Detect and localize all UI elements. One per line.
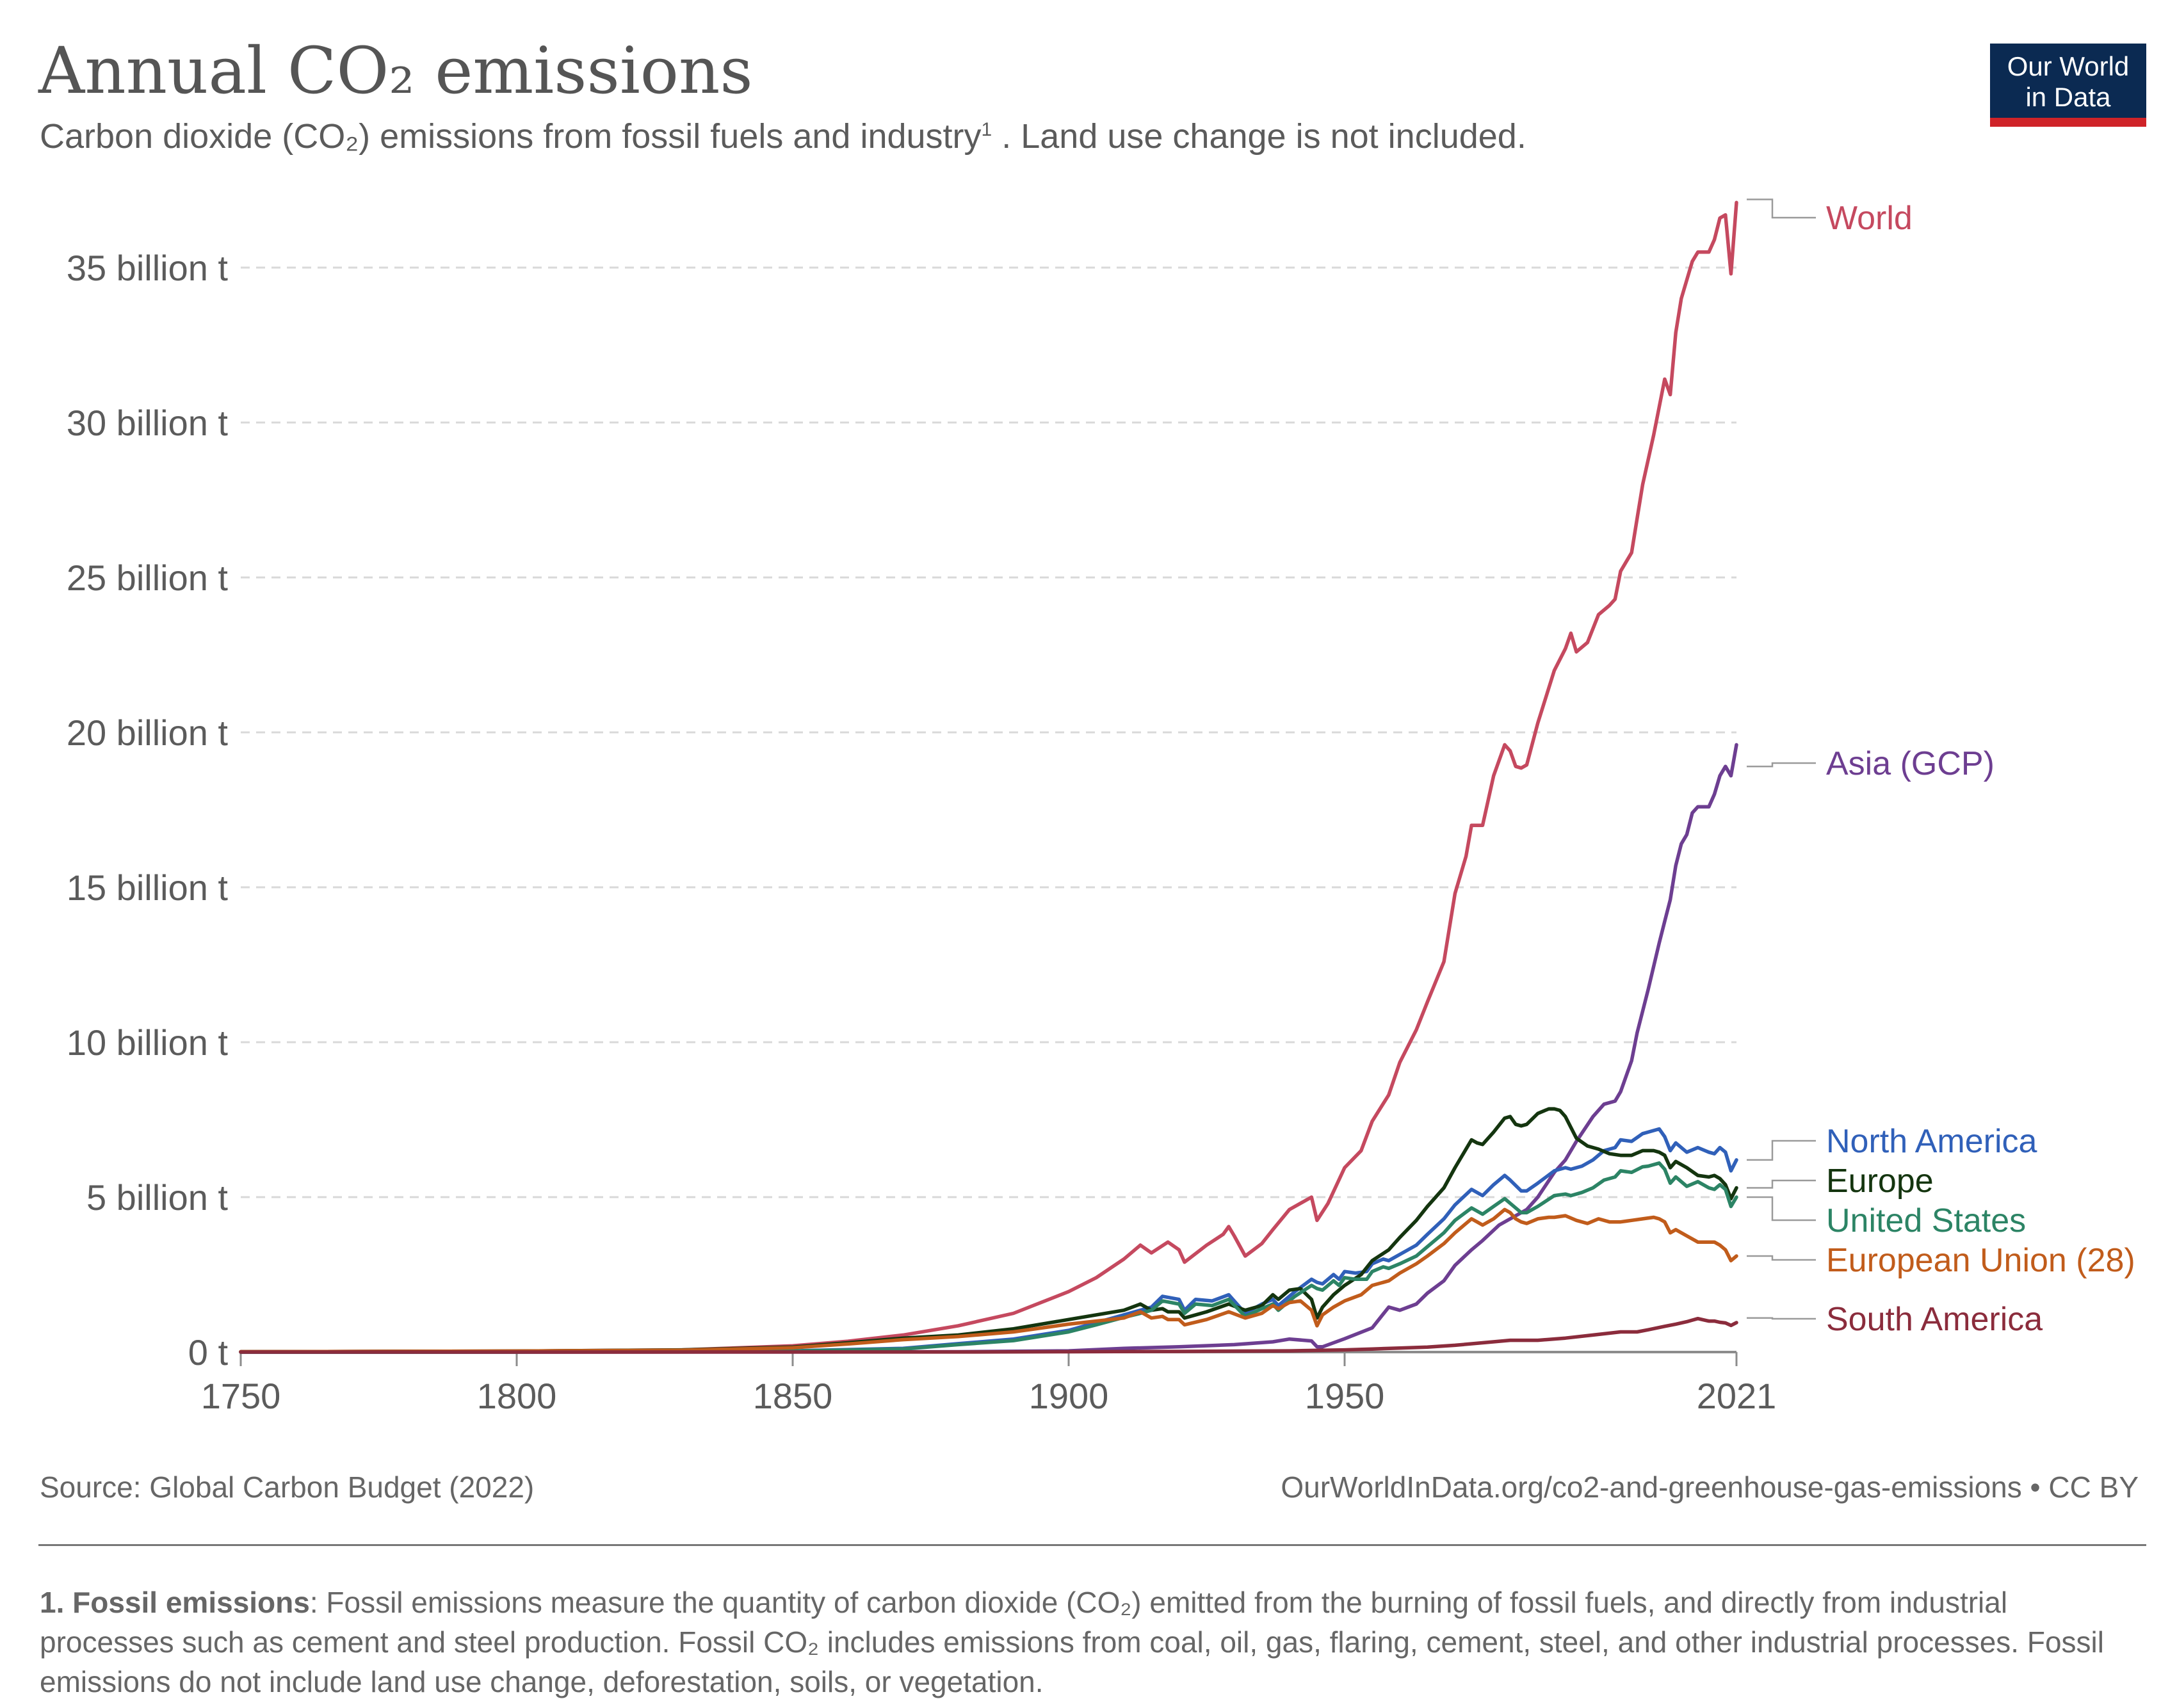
x-tick-label: 1800 (477, 1376, 557, 1416)
footnote-label: 1. Fossil emissions (40, 1586, 310, 1619)
series-labels[interactable]: World Asia (GCP) North AmericaEuropeUnited… (1747, 198, 2135, 1339)
series-label-world[interactable]: World (1826, 200, 1913, 237)
x-tick-label: 1850 (753, 1376, 833, 1416)
series-label-asia-gcp[interactable]: Asia (GCP) (1826, 745, 1995, 782)
series-line-european-union-28[interactable] (239, 1207, 1738, 1354)
series-label-north-america[interactable]: North America (1826, 1123, 2037, 1160)
series-line-europe[interactable] (239, 1107, 1738, 1354)
label-connector (1747, 1140, 1816, 1161)
source-note: Source: Global Carbon Budget (2022) (40, 1470, 535, 1504)
x-axis: 1750 1800 1850 1900 1950 2021 (201, 1351, 1777, 1416)
series-label-united-states[interactable]: United States (1826, 1202, 2026, 1239)
y-tick-label: 30 billion t (67, 403, 229, 443)
gridlines (241, 266, 1736, 1198)
label-connector (1747, 1196, 1816, 1221)
chart-title: Annual CO₂ emissions (38, 33, 753, 108)
series-label-european-union-28[interactable]: European Union (28) (1826, 1242, 2135, 1279)
y-tick-label: 35 billion t (67, 248, 229, 288)
y-tick-label: 20 billion t (67, 713, 229, 753)
x-tick-label: 1900 (1029, 1376, 1109, 1416)
subtitle-tail: . Land use change is not included. (992, 117, 1526, 156)
owid-logo[interactable]: Our World in Data (1990, 44, 2146, 127)
x-tick-label: 1950 (1305, 1376, 1385, 1416)
series-label-south-america[interactable]: South America (1826, 1301, 2043, 1338)
x-tick-label: 2021 (1697, 1376, 1777, 1416)
line-chart[interactable]: 0 t 5 billion t 10 billion t 15 billion t 20… (0, 0, 2177, 1428)
series-line-north-america[interactable] (239, 1127, 1738, 1354)
label-connector (1747, 762, 1816, 768)
series-label-europe[interactable]: Europe (1826, 1163, 1934, 1200)
series-lines[interactable] (239, 200, 1738, 1354)
label-connector (1747, 1317, 1816, 1320)
logo-line-2: in Data (2025, 82, 2111, 112)
logo-line-1: Our World (2007, 51, 2130, 81)
source-link[interactable]: OurWorldInData.org/co2-and-greenhouse-ga… (1281, 1470, 2139, 1504)
y-tick-label: 0 t (188, 1332, 229, 1373)
y-axis-tick-labels: 0 t 5 billion t 10 billion t 15 billion t 20… (67, 248, 229, 1373)
subtitle-text: Carbon dioxide (CO₂) emissions from foss… (40, 117, 982, 156)
footnote-text: : Fossil emissions measure the quantity … (40, 1586, 2104, 1698)
series-line-united-states[interactable] (239, 1161, 1738, 1354)
y-tick-label: 5 billion t (86, 1177, 228, 1218)
label-connector (1747, 198, 1816, 219)
x-tick-label: 1750 (201, 1376, 281, 1416)
footer-divider (38, 1544, 2146, 1546)
series-line-asia-gcp[interactable] (239, 743, 1738, 1354)
label-connector (1747, 1179, 1816, 1189)
y-tick-label: 15 billion t (67, 867, 229, 908)
label-connector (1747, 1255, 1816, 1261)
y-tick-label: 10 billion t (67, 1022, 229, 1063)
y-tick-label: 25 billion t (67, 558, 229, 598)
chart-subtitle: Carbon dioxide (CO₂) emissions from foss… (40, 117, 1526, 156)
footnote-mark[interactable]: 1 (981, 119, 992, 140)
logo-accent-bar (1990, 118, 2146, 127)
footnote: 1. Fossil emissions: Fossil emissions me… (40, 1583, 2146, 1702)
series-line-world[interactable] (239, 200, 1738, 1354)
series-line-south-america[interactable] (239, 1316, 1738, 1354)
